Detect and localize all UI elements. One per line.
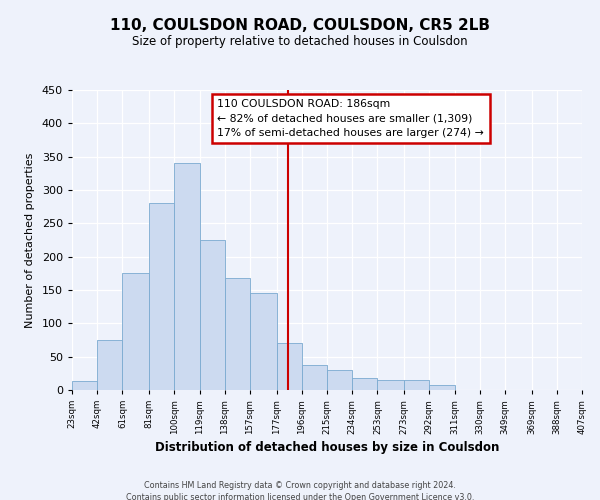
Bar xyxy=(377,380,404,390)
Bar xyxy=(277,344,302,390)
Bar xyxy=(404,380,429,390)
Bar xyxy=(327,370,352,390)
Bar xyxy=(122,274,149,390)
Bar xyxy=(149,204,174,390)
Bar xyxy=(225,278,250,390)
Text: Contains HM Land Registry data © Crown copyright and database right 2024.: Contains HM Land Registry data © Crown c… xyxy=(144,481,456,490)
Bar xyxy=(429,384,455,390)
Text: 110, COULSDON ROAD, COULSDON, CR5 2LB: 110, COULSDON ROAD, COULSDON, CR5 2LB xyxy=(110,18,490,32)
X-axis label: Distribution of detached houses by size in Coulsdon: Distribution of detached houses by size … xyxy=(155,441,499,454)
Text: Contains public sector information licensed under the Open Government Licence v3: Contains public sector information licen… xyxy=(126,492,474,500)
Text: Size of property relative to detached houses in Coulsdon: Size of property relative to detached ho… xyxy=(132,35,468,48)
Y-axis label: Number of detached properties: Number of detached properties xyxy=(25,152,35,328)
Bar xyxy=(72,382,97,390)
Bar xyxy=(97,340,122,390)
Bar xyxy=(302,364,327,390)
Bar xyxy=(250,294,277,390)
Bar xyxy=(352,378,377,390)
Bar xyxy=(174,164,199,390)
Bar xyxy=(199,240,225,390)
Text: 110 COULSDON ROAD: 186sqm
← 82% of detached houses are smaller (1,309)
17% of se: 110 COULSDON ROAD: 186sqm ← 82% of detac… xyxy=(217,99,484,138)
